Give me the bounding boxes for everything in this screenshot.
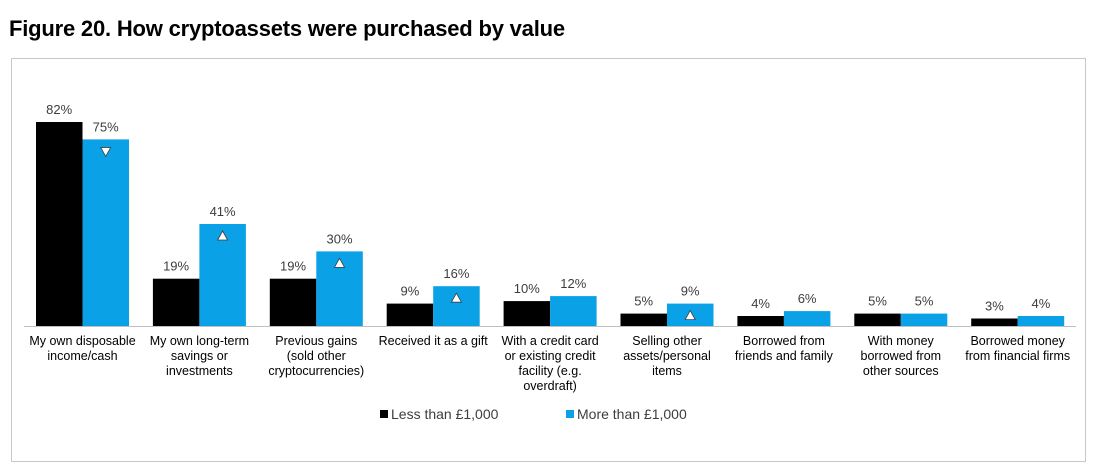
data-label: 4%: [751, 296, 770, 311]
data-label: 6%: [798, 291, 817, 306]
bar-less-than-1000: [737, 316, 784, 326]
data-label: 4%: [1032, 296, 1051, 311]
bar-less-than-1000: [503, 301, 551, 326]
x-tick-label: With a credit card: [501, 334, 598, 348]
x-tick-label: savings or: [171, 349, 228, 363]
x-tick-label: Previous gains: [275, 334, 357, 348]
significant-decrease-triangle-icon: [100, 147, 112, 158]
data-label: 19%: [280, 259, 306, 274]
legend-label: More than £1,000: [577, 406, 687, 422]
x-tick-label: Received it as a gift: [379, 334, 489, 348]
bar-less-than-1000: [152, 278, 200, 326]
data-label: 5%: [634, 294, 653, 309]
x-tick-label: borrowed from: [861, 349, 942, 363]
significant-increase-triangle-icon: [216, 230, 229, 241]
x-tick-label: cryptocurrencies): [268, 364, 364, 378]
chart-frame: [11, 58, 1086, 462]
x-tick-label: other sources: [863, 364, 939, 378]
x-tick-label: With money: [868, 334, 935, 348]
data-label: 10%: [514, 281, 540, 296]
x-tick-label: overdraft): [523, 379, 577, 393]
bar-more-than-1000: [82, 139, 129, 326]
data-label: 9%: [401, 284, 420, 299]
bar-less-than-1000: [854, 313, 901, 326]
data-label: 75%: [93, 119, 119, 134]
legend-swatch: [380, 410, 388, 418]
x-tick-label: Selling other: [632, 334, 702, 348]
x-tick-label: income/cash: [47, 349, 117, 363]
data-label: 16%: [443, 266, 469, 281]
bar-more-than-1000: [783, 311, 831, 326]
data-label: 41%: [210, 204, 236, 219]
data-label: 5%: [915, 294, 934, 309]
x-tick-label: assets/personal: [623, 349, 711, 363]
x-tick-label: Borrowed from: [743, 334, 825, 348]
bar-less-than-1000: [36, 122, 83, 326]
data-label: 12%: [560, 276, 586, 291]
x-tick-label: or existing credit: [505, 349, 597, 363]
bar-more-than-1000: [199, 224, 246, 326]
data-label: 19%: [163, 259, 189, 274]
significant-increase-triangle-icon: [684, 309, 696, 321]
x-tick-label: from financial firms: [965, 349, 1070, 363]
x-tick-label: friends and family: [735, 349, 834, 363]
x-tick-label: investments: [166, 364, 233, 378]
legend-label: Less than £1,000: [391, 406, 499, 422]
x-tick-label: Borrowed money: [970, 334, 1065, 348]
data-label: 82%: [46, 102, 72, 117]
x-tick-label: items: [652, 364, 682, 378]
bar-less-than-1000: [971, 318, 1018, 326]
x-tick-label: (sold other: [287, 349, 346, 363]
figure-title: Figure 20. How cryptoassets were purchas…: [9, 16, 565, 41]
bar-less-than-1000: [386, 303, 434, 326]
x-tick-label: facility (e.g.: [518, 364, 581, 378]
x-tick-label: My own disposable: [29, 334, 135, 348]
bar-less-than-1000: [620, 313, 667, 326]
legend-swatch: [566, 410, 574, 418]
bar-less-than-1000: [269, 278, 317, 326]
data-label: 5%: [868, 294, 887, 309]
bar-more-than-1000: [1017, 316, 1065, 326]
x-tick-label: My own long-term: [150, 334, 249, 348]
data-label: 9%: [681, 284, 700, 299]
significant-increase-triangle-icon: [333, 257, 346, 268]
bar-more-than-1000: [433, 286, 480, 326]
significant-increase-triangle-icon: [450, 292, 463, 303]
bar-more-than-1000: [550, 296, 597, 326]
data-label: 30%: [326, 231, 352, 246]
data-label: 3%: [985, 299, 1004, 314]
legend: Less than £1,000 More than £1,000: [380, 406, 687, 422]
bar-more-than-1000: [900, 313, 948, 326]
